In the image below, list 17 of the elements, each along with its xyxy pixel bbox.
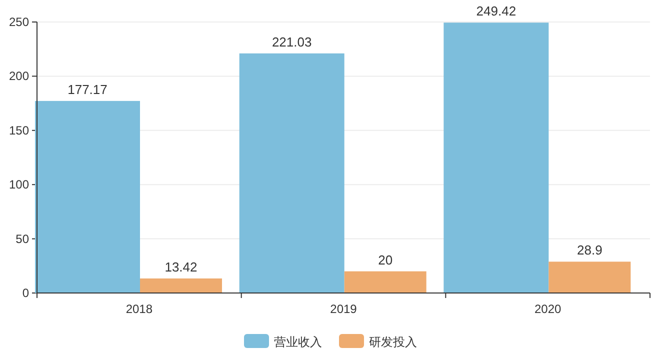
x-tick-label: 2019 bbox=[330, 302, 358, 316]
y-tick-label: 100 bbox=[8, 178, 30, 192]
data-label: 20 bbox=[378, 252, 393, 268]
y-tick-label: 150 bbox=[8, 123, 30, 138]
legend-label: 营业收入 bbox=[274, 335, 322, 349]
y-tick-label: 250 bbox=[8, 15, 30, 29]
data-label: 28.9 bbox=[577, 242, 602, 258]
data-label: 13.42 bbox=[164, 259, 198, 274]
y-tick-label: 200 bbox=[8, 69, 30, 84]
y-tick-label: 50 bbox=[16, 232, 30, 246]
x-tick-label: 2020 bbox=[534, 302, 562, 316]
legend-label: 研发投入 bbox=[369, 335, 417, 349]
data-label: 221.03 bbox=[272, 34, 312, 50]
x-tick-label: 2018 bbox=[126, 302, 153, 316]
data-label: 177.17 bbox=[68, 82, 108, 97]
data-label: 249.42 bbox=[476, 4, 516, 19]
y-tick-label: 0 bbox=[22, 286, 30, 300]
